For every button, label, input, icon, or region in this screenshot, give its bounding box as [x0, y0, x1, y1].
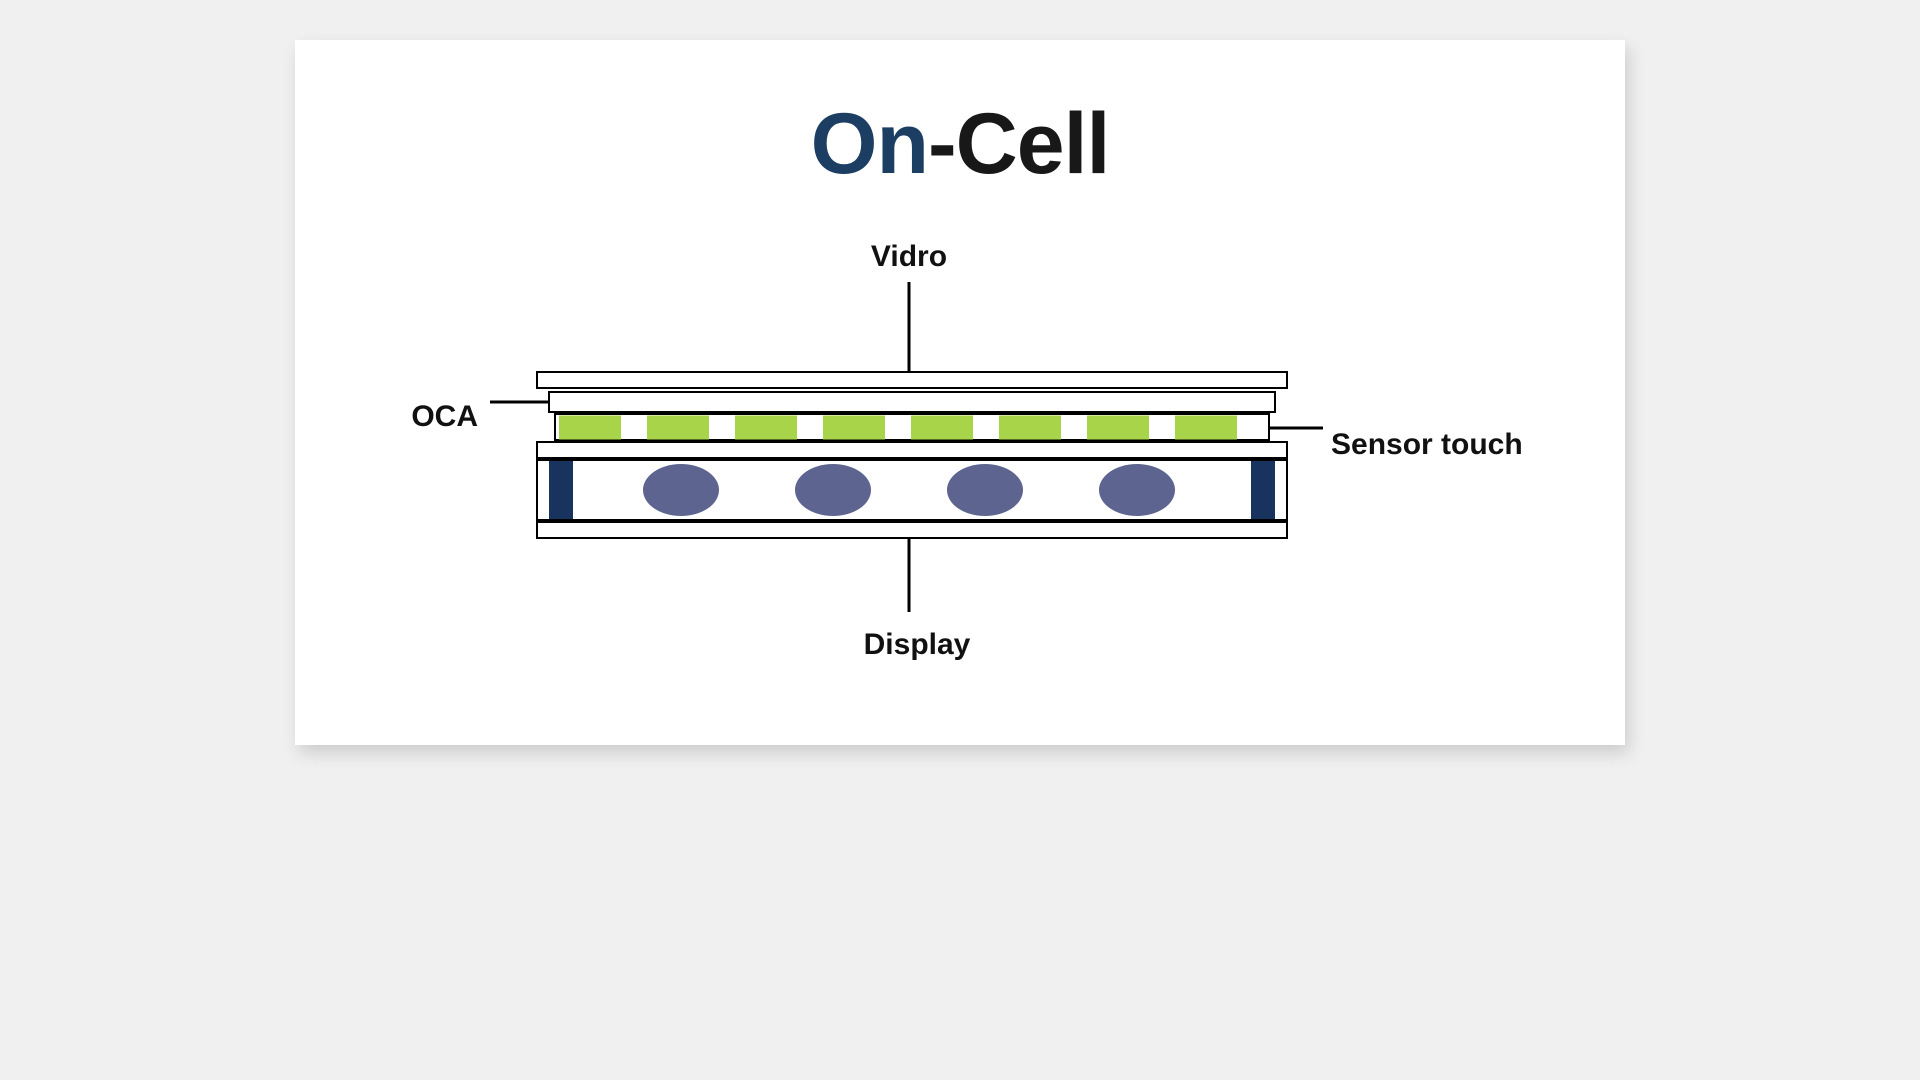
diagram-card: On-Cell Vidro OCA Sensor touch Display — [295, 40, 1625, 745]
sensor-block — [735, 416, 797, 440]
label-sensor-touch: Sensor touch — [1331, 428, 1523, 462]
sensor-block — [1175, 416, 1237, 440]
sensor-block — [823, 416, 885, 440]
display-end-bar-left — [549, 461, 573, 519]
sensor-block — [999, 416, 1061, 440]
sensor-block — [911, 416, 973, 440]
display-ellipse — [643, 464, 719, 516]
display-end-bar-right — [1251, 461, 1275, 519]
label-vidro: Vidro — [871, 240, 947, 274]
layer-upper_thin — [537, 442, 1287, 458]
display-ellipse — [1099, 464, 1175, 516]
display-ellipse — [947, 464, 1023, 516]
layer-vidro — [537, 372, 1287, 388]
label-oca: OCA — [411, 400, 478, 434]
layer-oca — [549, 392, 1275, 412]
layer-bottom_thin — [537, 522, 1287, 538]
label-display: Display — [864, 628, 971, 662]
sensor-block — [647, 416, 709, 440]
sensor-block — [559, 416, 621, 440]
sensor-block — [1087, 416, 1149, 440]
display-ellipse — [795, 464, 871, 516]
